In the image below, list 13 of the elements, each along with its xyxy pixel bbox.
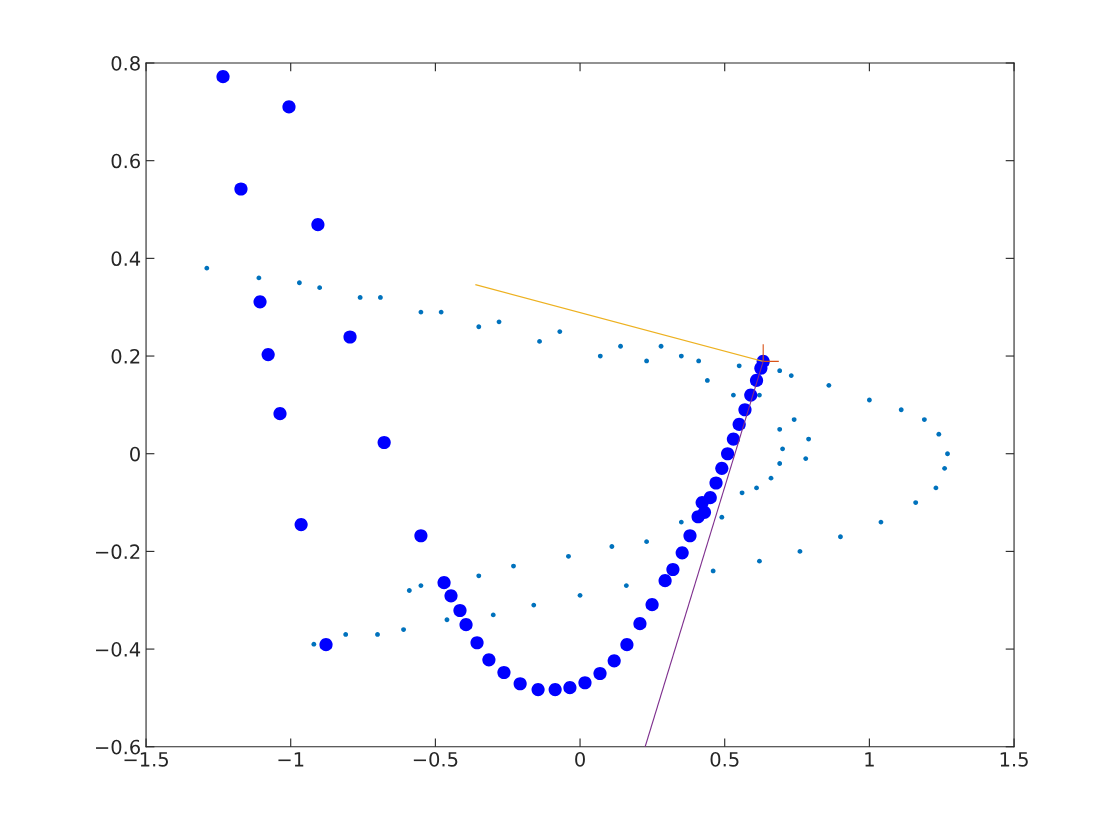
y-tick-label: 0.4 (111, 251, 141, 267)
y-tick-label: −0.4 (96, 642, 141, 657)
x-tick-label: 0.5 (710, 751, 739, 767)
y-tick-label: 0.8 (111, 55, 140, 71)
y-tick-label: 0 (130, 446, 140, 462)
y-tick-label: 0.2 (111, 349, 140, 364)
x-tick-label: −1 (278, 752, 304, 767)
y-tick-label: −0.2 (96, 544, 140, 560)
x-tick-label: 1.5 (1000, 752, 1028, 767)
x-tick-label: 1 (865, 752, 874, 767)
y-tick-label: 0.6 (111, 153, 140, 169)
x-tick-label: −0.5 (413, 751, 458, 767)
x-tick-label: 0 (575, 751, 585, 767)
